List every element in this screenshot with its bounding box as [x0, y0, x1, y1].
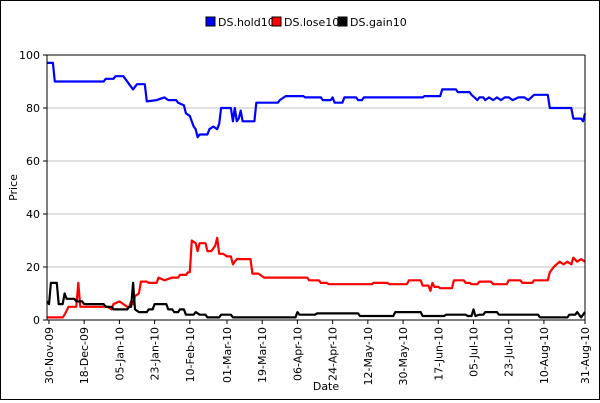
- x-tick-label: 01-Mar-10: [221, 327, 234, 383]
- y-tick-label: 0: [33, 314, 40, 327]
- y-tick-label: 40: [26, 208, 40, 221]
- x-tick-label: 18-Dec-09: [78, 327, 91, 384]
- x-tick-label: 17-Jun-10: [432, 327, 445, 381]
- x-axis-label: Date: [313, 380, 340, 393]
- legend-label-DS-hold10: DS.hold10: [218, 16, 275, 29]
- x-tick-label: 30-May-10: [397, 327, 410, 385]
- legend-label-DS-gain10: DS.gain10: [350, 16, 407, 29]
- x-tick-label: 24-Apr-10: [327, 327, 340, 381]
- series-line-DS-hold10: [47, 61, 587, 139]
- legend-swatch-DS-lose10: [271, 16, 282, 27]
- x-tick-label: 12-May-10: [362, 327, 375, 385]
- y-tick-label: 80: [26, 102, 40, 115]
- legend-label-DS-lose10: DS.lose10: [284, 16, 339, 29]
- x-tick-label: 23-Jan-10: [149, 327, 162, 381]
- x-tick-label: 10-Aug-10: [538, 327, 551, 384]
- legend-swatch-DS-hold10: [205, 16, 216, 27]
- y-axis-label: Price: [7, 174, 20, 201]
- x-tick-label: 05-Jan-10: [113, 327, 126, 381]
- y-tick-label: 100: [19, 49, 40, 62]
- y-tick-label: 60: [26, 155, 40, 168]
- x-tick-label: 05-Jul-10: [467, 327, 480, 377]
- x-tick-label: 31-Aug-10: [579, 327, 592, 384]
- x-tick-label: 19-Mar-10: [256, 327, 269, 383]
- x-tick-label: 30-Nov-09: [43, 327, 56, 384]
- y-tick-label: 20: [26, 261, 40, 274]
- x-tick-label: 10-Feb-10: [184, 327, 197, 382]
- x-tick-label: 06-Apr-10: [291, 327, 304, 381]
- series-line-DS-gain10: [46, 281, 586, 319]
- x-tick-label: 23-Jul-10: [503, 327, 516, 377]
- legend-swatch-DS-gain10: [337, 16, 348, 27]
